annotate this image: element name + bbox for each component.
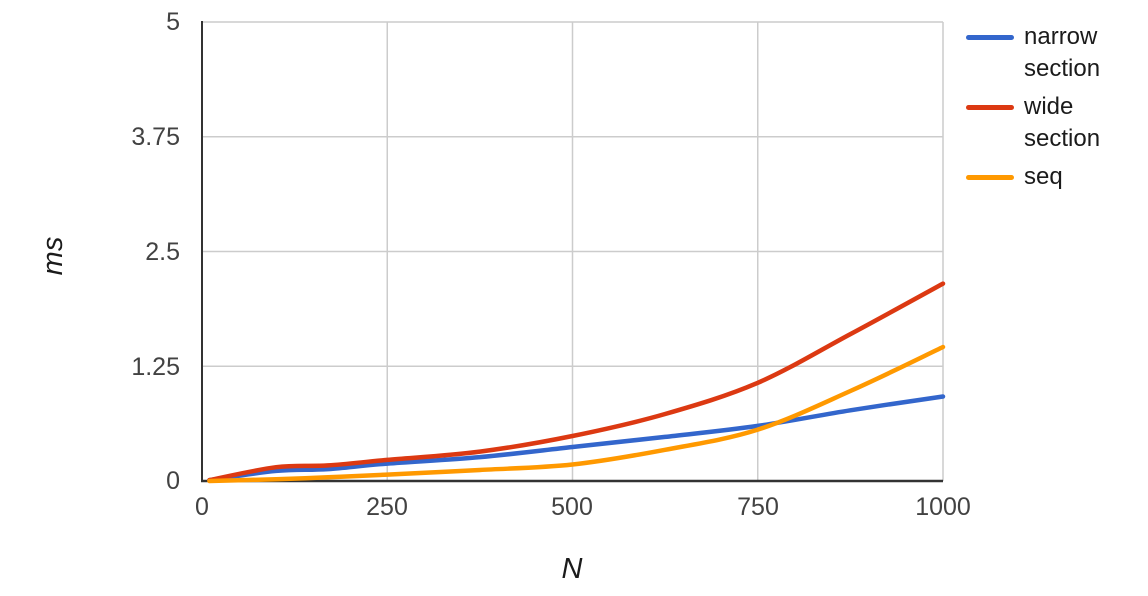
y-axis-title: ms (37, 236, 69, 276)
y-tick-label-2-5: 2.5 (145, 238, 180, 266)
legend-item-narrow-section: narrow section (966, 21, 1146, 85)
series-line-wide-section (207, 281, 946, 483)
x-tick-label-1000: 1000 (915, 493, 971, 521)
legend-item-wide-section: wide section (966, 91, 1146, 155)
x-tick-label-750: 750 (737, 493, 779, 521)
axes (201, 21, 943, 483)
y-tick-label-1-25: 1.25 (131, 353, 180, 381)
legend-swatch-narrow-section-icon (966, 34, 1014, 40)
y-tick-label-3-75: 3.75 (131, 123, 180, 151)
gridlines (202, 21, 944, 481)
legend-swatch-wide-section-icon (966, 104, 1014, 110)
y-tick-label-5: 5 (166, 8, 180, 36)
legend-item-seq: seq (966, 161, 1146, 193)
legend-label: wide section (1024, 93, 1101, 152)
legend: narrow section wide section seq (966, 21, 1146, 199)
y-tick-label-0: 0 (166, 467, 180, 495)
series-line-seq (207, 344, 946, 484)
series-line-narrow-section (207, 394, 946, 483)
x-tick-label-250: 250 (366, 493, 408, 521)
series-lines (207, 281, 946, 484)
x-axis-title: N (561, 553, 583, 585)
legend-swatch-seq-icon (966, 174, 1014, 180)
legend-label: seq (1024, 163, 1063, 190)
x-tick-label-500: 500 (551, 493, 593, 521)
x-tick-label-0: 0 (195, 493, 209, 521)
legend-label: narrow section (1024, 23, 1101, 82)
